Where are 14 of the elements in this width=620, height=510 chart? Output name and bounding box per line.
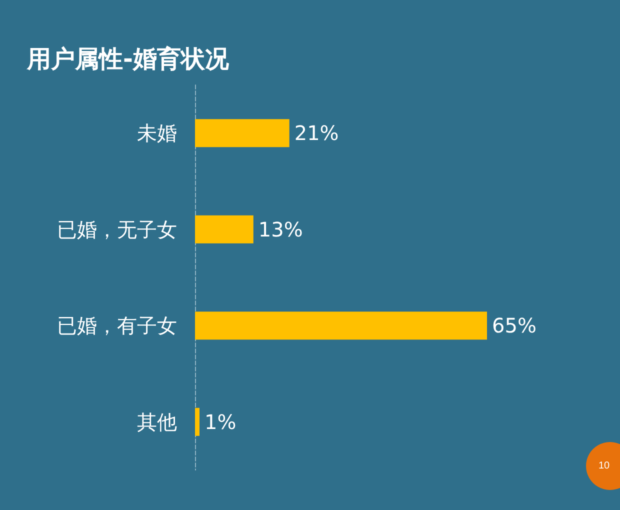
data-label: 21% bbox=[294, 121, 339, 146]
bar bbox=[195, 408, 200, 436]
chart-title: 用户属性-婚育状况 bbox=[26, 45, 230, 73]
y-tick-label: 未婚 bbox=[137, 121, 177, 146]
data-label: 13% bbox=[258, 217, 303, 242]
text: 10 bbox=[598, 460, 610, 472]
y-tick-label: 其他 bbox=[137, 410, 177, 434]
data-label: 1% bbox=[204, 410, 236, 434]
data-label: 65% bbox=[492, 314, 536, 338]
bar bbox=[195, 312, 487, 340]
y-tick-label: 已婚，有子女 bbox=[57, 314, 177, 338]
y-tick-label: 已婚，无子女 bbox=[57, 217, 177, 242]
bar bbox=[195, 119, 290, 148]
bar bbox=[195, 215, 254, 244]
